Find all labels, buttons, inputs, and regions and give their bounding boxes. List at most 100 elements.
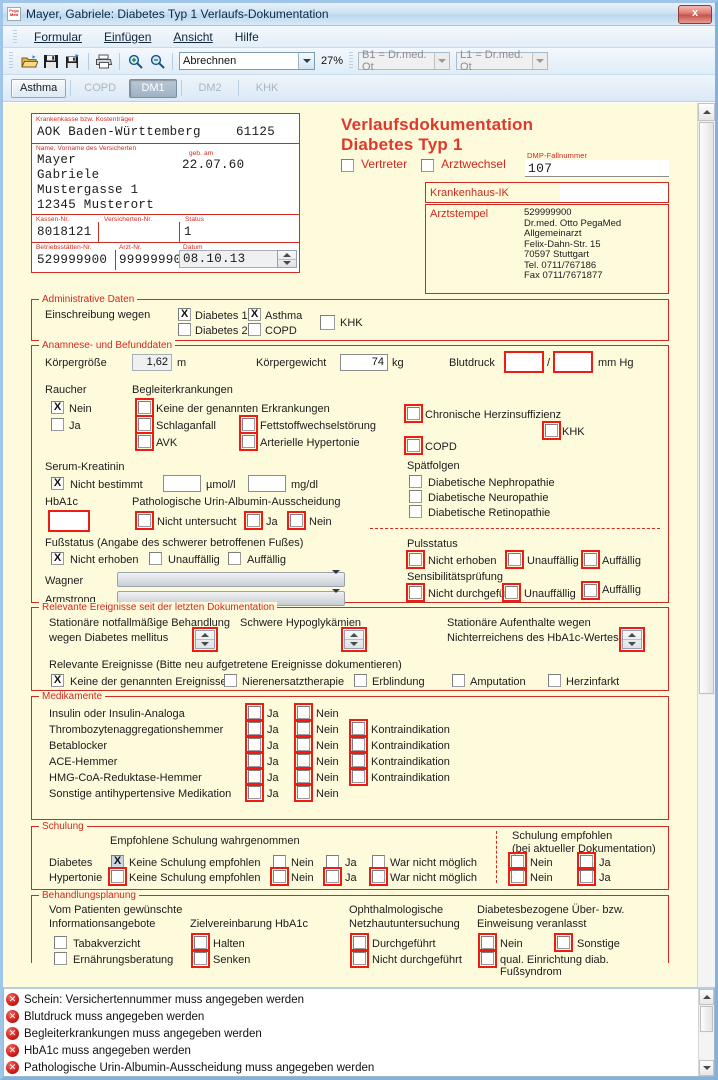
date-field[interactable]: 08.10.13 bbox=[179, 250, 279, 268]
spaetfolgen-checkbox-retinopathie[interactable] bbox=[409, 505, 422, 518]
error-list-item[interactable]: ✕ Begleiterkrankungen muss angegeben wer… bbox=[6, 1025, 698, 1042]
error-list-item[interactable]: ✕ Blutdruck muss angegeben werden bbox=[6, 1008, 698, 1025]
ereignis-checkbox-herzinfarkt[interactable] bbox=[548, 674, 561, 687]
schulung-hypertonie-checkbox-nein[interactable] bbox=[270, 867, 289, 886]
ereignis-checkbox-nierenersatz[interactable] bbox=[224, 674, 237, 687]
tab-dm1[interactable]: DM1 bbox=[129, 78, 178, 98]
behandlung-checkbox-durchgefuehrt[interactable] bbox=[350, 933, 369, 952]
error-scroll-up-button[interactable] bbox=[699, 989, 714, 1005]
combo-b1[interactable]: B1 = Dr.med. Ot bbox=[358, 49, 451, 73]
schulung-empfohlen-diabetes-checkbox-ja[interactable] bbox=[577, 852, 596, 871]
fuss-checkbox-unauffaellig[interactable] bbox=[149, 552, 162, 565]
spin-up-icon[interactable] bbox=[345, 631, 363, 640]
ereignis-checkbox-erblindung[interactable] bbox=[354, 674, 367, 687]
schulung-empfohlen-hypertonie-checkbox-nein[interactable] bbox=[508, 867, 527, 886]
medikament-0-checkbox-ja[interactable] bbox=[245, 703, 264, 722]
medikament-2-checkbox-ja[interactable] bbox=[245, 735, 264, 754]
medikament-0-checkbox-nein[interactable] bbox=[294, 703, 313, 722]
begleit-checkbox-keine[interactable] bbox=[135, 398, 154, 417]
menu-item-einfuegen[interactable]: Einfügen bbox=[93, 28, 162, 46]
medikament-4-checkbox-kontra[interactable] bbox=[349, 767, 368, 786]
medikament-2-checkbox-kontra[interactable] bbox=[349, 735, 368, 754]
schulung-diabetes-checkbox-warnicht[interactable] bbox=[372, 855, 385, 868]
spaetfolgen-checkbox-neuropathie[interactable] bbox=[409, 490, 422, 503]
serum-umol-field[interactable] bbox=[163, 475, 201, 492]
behandlung-checkbox-senken[interactable] bbox=[191, 949, 210, 968]
raucher-checkbox-ja[interactable] bbox=[51, 418, 64, 431]
urin-checkbox-nicht-untersucht[interactable] bbox=[135, 511, 154, 530]
sens-checkbox-unauffaellig[interactable] bbox=[502, 583, 521, 602]
schulung-diabetes-checkbox-ja[interactable] bbox=[326, 855, 339, 868]
fuss-checkbox-auffaellig[interactable] bbox=[228, 552, 241, 565]
begleit-checkbox-khk[interactable] bbox=[542, 421, 561, 440]
scroll-thumb[interactable] bbox=[699, 122, 714, 694]
spin-down-icon[interactable] bbox=[278, 260, 296, 268]
wagner-combo[interactable] bbox=[117, 569, 345, 587]
combo-l1[interactable]: L1 = Dr.med. Ot bbox=[456, 49, 549, 73]
save-as-icon[interactable] bbox=[62, 50, 84, 72]
serum-mgdl-field[interactable] bbox=[248, 475, 286, 492]
sens-checkbox-nicht-durchgefuehrt[interactable] bbox=[406, 583, 425, 602]
blutdruck-diastolic-field[interactable] bbox=[553, 351, 593, 373]
koerpergroesse-field[interactable]: 1,62 bbox=[132, 354, 172, 371]
serum-checkbox-nicht-bestimmt[interactable] bbox=[51, 476, 64, 490]
spin-up-icon[interactable] bbox=[196, 631, 214, 640]
spin-down-icon[interactable] bbox=[623, 640, 641, 648]
begleit-checkbox-herzinsuffizienz[interactable] bbox=[404, 404, 423, 423]
spin-up-icon[interactable] bbox=[278, 251, 296, 260]
behandlung-checkbox-sonstige[interactable] bbox=[554, 933, 573, 952]
schulung-hypertonie-checkbox-keine[interactable] bbox=[108, 867, 127, 886]
begleit-checkbox-avk[interactable] bbox=[135, 432, 154, 451]
form-vertical-scrollbar[interactable] bbox=[697, 103, 715, 987]
medikament-1-checkbox-nein[interactable] bbox=[294, 719, 313, 738]
chevron-down-icon[interactable] bbox=[532, 53, 548, 69]
puls-checkbox-auffaellig[interactable] bbox=[581, 550, 600, 569]
behandlung-checkbox-qual-einrichtung[interactable] bbox=[478, 949, 497, 968]
error-list-item[interactable]: ✕ HbA1c muss angegeben werden bbox=[6, 1042, 698, 1059]
urin-checkbox-ja[interactable] bbox=[244, 511, 263, 530]
blutdruck-systolic-field[interactable] bbox=[504, 351, 544, 373]
behandlung-checkbox-nicht-durchgefuehrt[interactable] bbox=[350, 949, 369, 968]
admin-checkbox-khk[interactable] bbox=[320, 315, 335, 330]
menu-item-hilfe[interactable]: Hilfe bbox=[224, 28, 270, 46]
aufenthalte-spinner[interactable] bbox=[619, 627, 645, 652]
medikament-3-checkbox-kontra[interactable] bbox=[349, 751, 368, 770]
arztwechsel-checkbox[interactable] bbox=[421, 158, 434, 172]
chevron-down-icon[interactable] bbox=[298, 53, 314, 69]
begleit-checkbox-hypertonie[interactable] bbox=[239, 432, 258, 451]
medikament-4-checkbox-ja[interactable] bbox=[245, 767, 264, 786]
spaetfolgen-checkbox-nephropathie[interactable] bbox=[409, 475, 422, 488]
medikament-5-checkbox-nein[interactable] bbox=[294, 783, 313, 802]
error-panel-scrollbar[interactable] bbox=[698, 989, 714, 1076]
puls-checkbox-nicht-erhoben[interactable] bbox=[406, 550, 425, 569]
ereignis-checkbox-keine[interactable] bbox=[51, 673, 64, 687]
toolbar-grip-handle[interactable] bbox=[9, 52, 13, 70]
begleit-checkbox-schlaganfall[interactable] bbox=[135, 415, 154, 434]
admin-checkbox-diabetes2[interactable] bbox=[178, 323, 191, 336]
zoom-in-icon[interactable] bbox=[124, 50, 146, 72]
date-spinner[interactable] bbox=[277, 250, 297, 268]
schulung-empfohlen-hypertonie-checkbox-ja[interactable] bbox=[577, 867, 596, 886]
menu-item-ansicht[interactable]: Ansicht bbox=[162, 28, 223, 46]
menu-grip-handle[interactable] bbox=[13, 29, 17, 44]
begleit-checkbox-copd[interactable] bbox=[404, 436, 423, 455]
schulung-empfohlen-diabetes-checkbox-nein[interactable] bbox=[508, 852, 527, 871]
fuss-checkbox-nicht-erhoben[interactable] bbox=[51, 551, 64, 565]
error-list-item[interactable]: ✕ Pathologische Urin-Albumin-Ausscheidun… bbox=[6, 1059, 698, 1076]
toolbar-grip-handle-2[interactable] bbox=[349, 52, 354, 70]
chevron-down-icon[interactable] bbox=[332, 588, 340, 605]
behandlung-checkbox-halten[interactable] bbox=[191, 933, 210, 952]
medikament-5-checkbox-ja[interactable] bbox=[245, 783, 264, 802]
admin-checkbox-copd[interactable] bbox=[248, 323, 261, 336]
sens-checkbox-auffaellig[interactable] bbox=[581, 581, 600, 600]
print-icon[interactable] bbox=[93, 50, 115, 72]
scroll-up-button[interactable] bbox=[698, 103, 715, 121]
medikament-2-checkbox-nein[interactable] bbox=[294, 735, 313, 754]
chevron-down-icon[interactable] bbox=[332, 569, 340, 586]
open-folder-icon[interactable] bbox=[18, 50, 40, 72]
spin-down-icon[interactable] bbox=[345, 640, 363, 648]
menu-item-formular[interactable]: Formular bbox=[23, 28, 93, 46]
raucher-checkbox-nein[interactable] bbox=[51, 400, 64, 414]
hba1c-field[interactable] bbox=[48, 510, 90, 532]
krankenhaus-ik-field[interactable] bbox=[560, 184, 668, 202]
